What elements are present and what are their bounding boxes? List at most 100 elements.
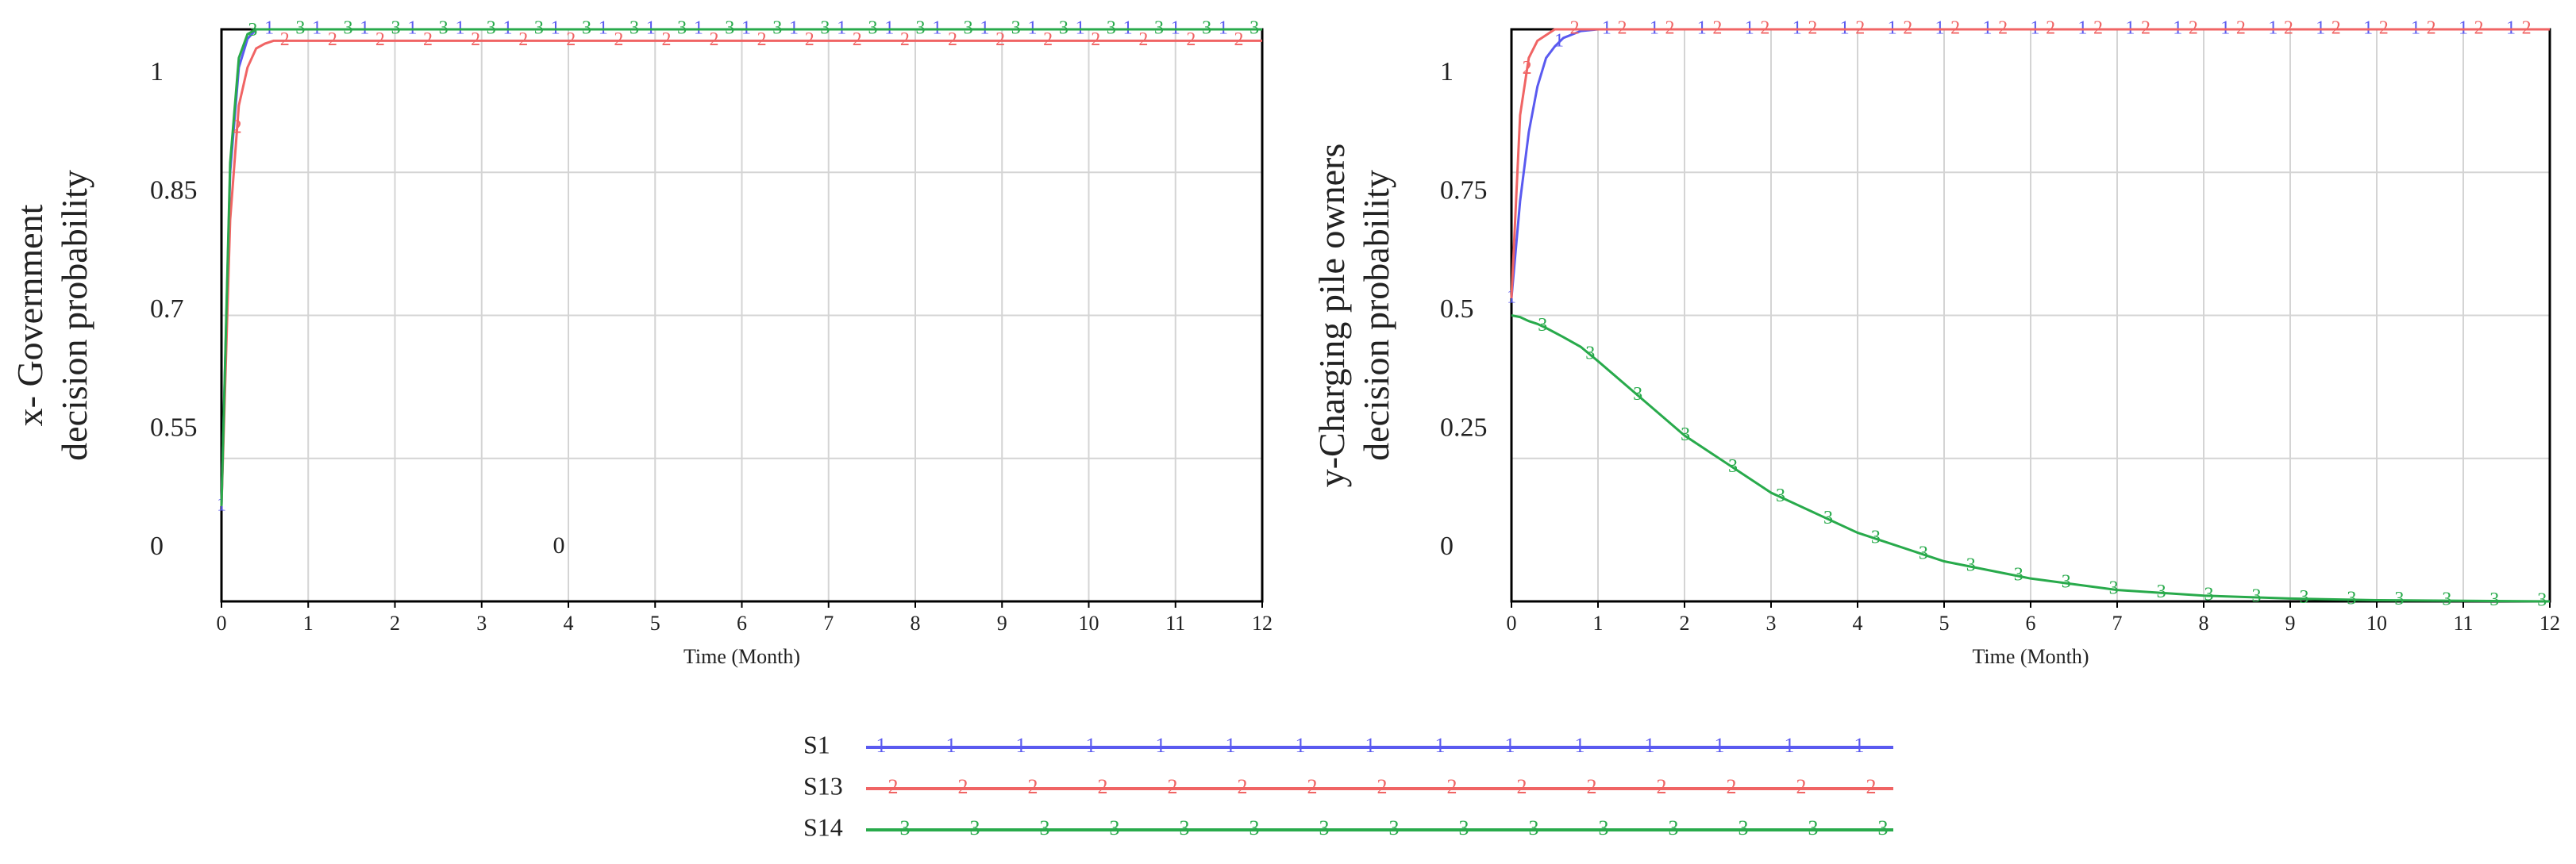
series-line	[1510, 28, 2550, 298]
series-marker: 2	[423, 29, 433, 50]
x-tick-label: 6	[2026, 612, 2036, 635]
series-marker: 3	[2537, 589, 2547, 610]
legend-marker: 3	[1459, 816, 1469, 839]
x-tick-label: 11	[2453, 612, 2473, 635]
x-tick-label: 2	[390, 612, 400, 635]
legend-marker: 2	[1587, 775, 1597, 798]
series-marker: 3	[2109, 578, 2119, 599]
y-axis-label-line: y-Charging pile owners	[1311, 144, 1352, 488]
legend-marker: 1	[1505, 734, 1515, 757]
series-marker: 3	[487, 18, 496, 39]
legend-marker: 1	[1785, 734, 1795, 757]
legend-marker: 3	[1319, 816, 1330, 839]
legend-marker: 2	[1307, 775, 1318, 798]
series-marker: 3	[868, 18, 877, 39]
legend-marker: 2	[1098, 775, 1108, 798]
series-marker: 1	[1554, 31, 1564, 52]
y-tick-label: 0	[1440, 532, 1454, 561]
series-marker: 3	[439, 18, 449, 39]
legend-label: S13	[803, 771, 843, 800]
legend-marker: 2	[1657, 775, 1667, 798]
y-tick-label: 0.5	[1440, 294, 1474, 324]
series-marker: 2	[1760, 18, 1769, 39]
legend-marker: 3	[1389, 816, 1400, 839]
series-marker: 2	[471, 29, 480, 50]
series-marker: 3	[2347, 588, 2356, 609]
series-marker: 3	[2299, 587, 2308, 608]
series-marker: 2	[1523, 58, 1532, 79]
series-marker: 2	[1234, 29, 1244, 50]
legend-marker: 2	[1517, 775, 1527, 798]
series-marker: 3	[2394, 589, 2404, 609]
series-marker: 3	[2442, 589, 2451, 610]
x-tick-label: 4	[564, 612, 574, 635]
series-marker: 3	[1585, 344, 1595, 364]
series-marker: 2	[1903, 18, 1912, 39]
series-marker: 2	[948, 29, 957, 50]
legend-marker: 2	[1168, 775, 1178, 798]
series-marker: 2	[805, 29, 814, 50]
legend-marker: 2	[1238, 775, 1248, 798]
series-marker: 2	[566, 29, 576, 50]
series-marker: 2	[2236, 18, 2246, 39]
series-marker: 2	[375, 29, 385, 50]
series-marker: 3	[391, 18, 401, 39]
series-marker: 2	[2093, 18, 2103, 39]
legend-marker: 3	[900, 816, 911, 839]
x-tick-label: 6	[737, 612, 747, 635]
legend-marker: 3	[1180, 816, 1190, 839]
series-marker: 3	[1728, 456, 1738, 477]
legend-marker: 1	[1156, 734, 1166, 757]
legend-marker: 3	[1040, 816, 1050, 839]
x-tick-label: 7	[2112, 612, 2123, 635]
x-tick-label: 2	[1680, 612, 1690, 635]
x-tick-label: 10	[2366, 612, 2387, 635]
x-tick-label: 10	[1079, 612, 1099, 635]
x-tick-label: 1	[303, 612, 314, 635]
series-marker: 3	[1823, 508, 1833, 528]
series-marker: 3	[1871, 528, 1881, 548]
series-marker: 3	[725, 18, 734, 39]
y-axis-label-line: decision probability	[54, 170, 94, 461]
x-tick-label: 5	[650, 612, 660, 635]
legend-label: S1	[803, 730, 830, 758]
series-marker: 2	[518, 29, 528, 50]
x-tick-label: 0	[217, 612, 227, 635]
series-marker: 3	[1966, 555, 1976, 576]
series-marker: 2	[1043, 29, 1053, 50]
series-marker: 3	[2251, 586, 2261, 606]
y-tick-label: 0	[150, 532, 164, 561]
series-marker: 3	[1249, 18, 1259, 39]
series-marker: 3	[916, 18, 926, 39]
series-marker: 2	[2427, 18, 2436, 39]
series-marker: 3	[1681, 424, 1690, 445]
series-marker: 3	[582, 18, 591, 39]
y-tick-label: 0.55	[150, 413, 198, 443]
series-marker: 3	[2014, 565, 2023, 586]
series-marker: 2	[2331, 18, 2341, 39]
series-marker: 2	[1855, 18, 1865, 39]
legend-marker: 1	[1016, 734, 1026, 757]
legend-marker: 3	[970, 816, 980, 839]
series-marker: 2	[1808, 18, 1817, 39]
x-tick-label: 8	[2199, 612, 2209, 635]
legend-marker: 2	[1028, 775, 1038, 798]
y-tick-label: 0.75	[1440, 175, 1488, 205]
x-tick-label: 4	[1853, 612, 1863, 635]
legend-label: S14	[803, 812, 843, 841]
series-marker: 2	[661, 29, 671, 50]
legend-marker: 2	[1866, 775, 1877, 798]
legend-marker: 3	[1599, 816, 1609, 839]
legend-marker: 3	[1110, 816, 1120, 839]
series-marker: 3	[1154, 18, 1164, 39]
legend-marker: 2	[1796, 775, 1807, 798]
series-marker: 3	[1011, 18, 1021, 39]
series-marker: 3	[1919, 543, 1928, 563]
series-marker: 3	[2062, 572, 2071, 593]
legend-marker: 2	[1377, 775, 1388, 798]
series-marker: 3	[1059, 18, 1069, 39]
series-marker: 3	[248, 20, 257, 40]
series-marker: 3	[1776, 486, 1785, 506]
x-axis-label: Time (Month)	[683, 645, 800, 668]
